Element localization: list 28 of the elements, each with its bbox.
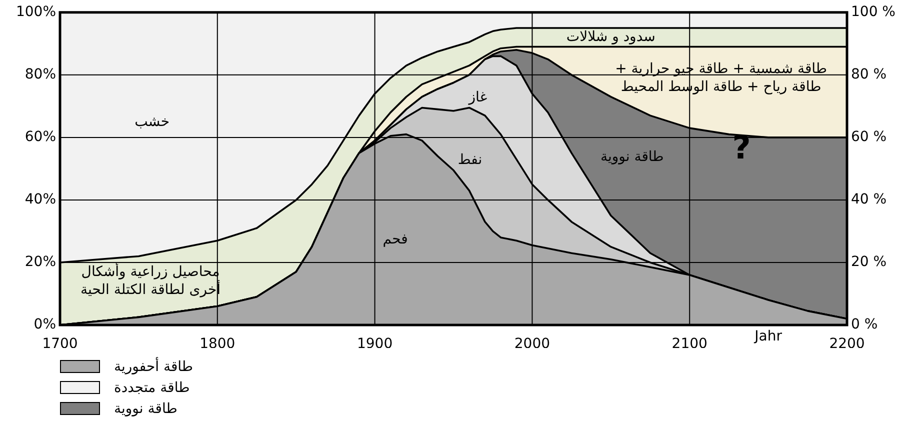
y-tick-label: 40%: [24, 192, 56, 208]
y-tick-label: 80%: [24, 66, 56, 83]
x-tick-label: 1800: [200, 336, 236, 352]
x-tick-label: 2100: [672, 336, 708, 352]
text: طاقة متجددة: [114, 380, 190, 396]
y2-tick-label: 0 %: [851, 316, 878, 333]
y2-tick-label: 80 %: [851, 66, 887, 83]
y-tick-label: 100%: [16, 4, 56, 20]
y2-tick-label: 60 %: [851, 129, 887, 146]
annotation: سدود و شلالات: [566, 29, 656, 46]
series-label: غاز: [468, 89, 488, 106]
y2-tick-label: 20 %: [851, 254, 887, 270]
text: طاقة أحفورية: [114, 358, 194, 374]
text: طاقة نووية: [114, 400, 178, 416]
x-tick-label: 2000: [514, 336, 550, 352]
y-tick-label: 20%: [24, 254, 56, 270]
series-label: طاقة نووية: [600, 148, 664, 165]
x-tick-label: 1700: [42, 336, 78, 352]
y-tick-label: 0%: [34, 316, 56, 333]
y2-tick-label: 100 %: [851, 4, 896, 20]
series-label: خشب: [134, 114, 170, 130]
y2-tick-label: 40 %: [851, 192, 887, 208]
series-label: نفط: [458, 152, 482, 168]
x-tick-label: 2200: [829, 336, 865, 352]
x-tick-label: 1900: [356, 336, 393, 352]
series-label: فحم: [382, 231, 408, 248]
y-tick-label: 60%: [24, 129, 56, 146]
x-axis-title: Jahr: [754, 328, 782, 345]
